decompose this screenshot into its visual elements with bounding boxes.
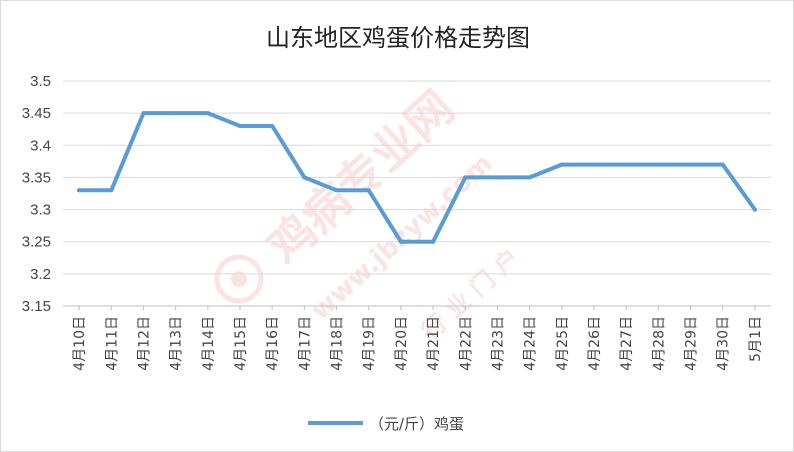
x-tick-label: 4月28日 xyxy=(651,316,667,371)
data-point xyxy=(527,175,532,180)
legend: （元/斤）鸡蛋 xyxy=(308,415,464,433)
y-tick-label: 3.2 xyxy=(30,266,51,283)
series-group xyxy=(77,111,757,244)
x-tick-label: 4月12日 xyxy=(136,316,152,371)
y-tick-label: 3.35 xyxy=(22,169,51,186)
data-point xyxy=(559,162,564,167)
x-tick-label: 4月24日 xyxy=(523,316,539,371)
data-point xyxy=(334,188,339,193)
data-point xyxy=(495,175,500,180)
watermark-logo-icon xyxy=(214,254,264,304)
x-tick-label: 4月29日 xyxy=(684,316,700,371)
x-tick-label: 4月10日 xyxy=(72,316,88,371)
x-tick-label: 4月19日 xyxy=(362,316,378,371)
x-tick-label: 4月27日 xyxy=(619,316,635,371)
x-axis-ticks: 4月10日 4月11日 4月12日 4月13日 4月14日 4月15日 4月16日 4月17日… xyxy=(72,306,764,371)
data-point xyxy=(270,124,275,128)
data-point xyxy=(752,207,757,212)
x-tick-label: 4月16日 xyxy=(265,316,281,371)
data-point xyxy=(463,175,468,180)
y-tick-label: 3.45 xyxy=(22,105,51,122)
y-axis-ticks: 3.15 3.2 3.25 3.3 3.35 3.4 3.45 3.5 xyxy=(22,73,51,315)
x-tick-label: 4月14日 xyxy=(201,316,217,371)
y-tick-label: 3.5 xyxy=(30,73,51,90)
x-tick-label: 4月15日 xyxy=(233,316,249,371)
legend-label: （元/斤）鸡蛋 xyxy=(369,415,464,433)
data-point xyxy=(398,239,403,244)
x-tick-label: 4月22日 xyxy=(458,316,474,371)
data-point xyxy=(109,188,114,193)
x-tick-label: 4月13日 xyxy=(169,316,185,371)
x-tick-label: 4月30日 xyxy=(716,316,732,371)
data-point xyxy=(173,111,178,116)
data-point xyxy=(238,124,242,128)
y-tick-label: 3.3 xyxy=(30,202,51,219)
data-point xyxy=(366,188,371,193)
y-tick-label: 3.25 xyxy=(22,234,51,251)
data-point xyxy=(688,162,693,167)
data-point xyxy=(302,175,307,180)
x-tick-label: 4月17日 xyxy=(297,316,313,371)
series-line xyxy=(77,111,757,244)
x-tick-label: 4月18日 xyxy=(330,316,346,371)
x-tick-label: 5月1日 xyxy=(748,316,764,362)
data-point xyxy=(624,162,629,167)
y-tick-label: 3.4 xyxy=(30,137,51,154)
data-point xyxy=(656,162,661,167)
y-tick-label: 3.15 xyxy=(22,298,51,315)
data-point xyxy=(205,111,210,116)
x-tick-label: 4月11日 xyxy=(104,316,120,371)
data-point xyxy=(720,162,725,167)
data-point xyxy=(141,111,146,116)
data-point xyxy=(592,162,596,167)
x-tick-label: 4月21日 xyxy=(426,316,442,371)
chart-title: 山东地区鸡蛋价格走势图 xyxy=(266,24,530,52)
x-tick-label: 4月26日 xyxy=(587,316,603,371)
x-tick-label: 4月20日 xyxy=(394,316,410,371)
data-point xyxy=(77,188,82,193)
x-tick-label: 4月25日 xyxy=(555,316,571,371)
x-tick-label: 4月23日 xyxy=(490,316,506,371)
data-point xyxy=(431,239,436,244)
